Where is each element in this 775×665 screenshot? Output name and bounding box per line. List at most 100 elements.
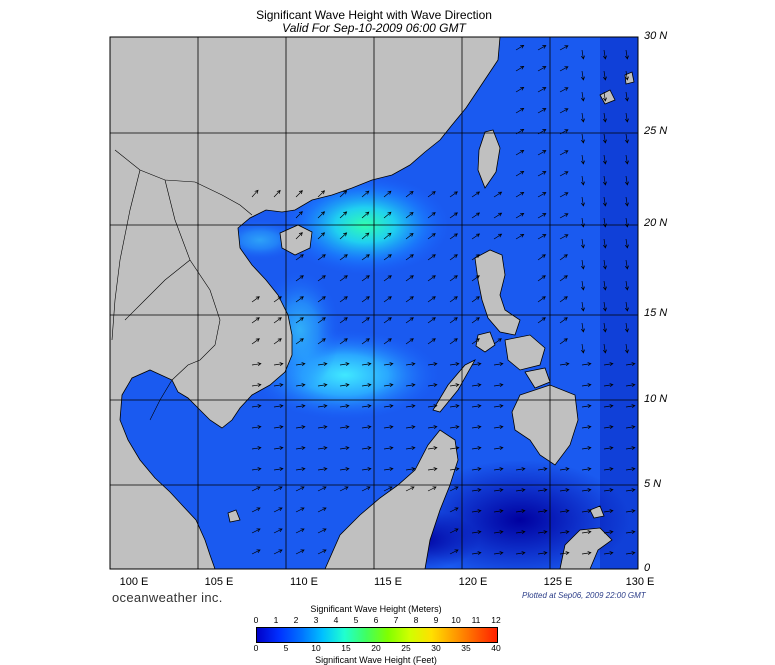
direction-arrow: [295, 254, 304, 261]
feet-tick-label: 0: [253, 643, 259, 653]
direction-arrow: [625, 446, 636, 451]
direction-arrow: [602, 133, 607, 144]
direction-arrow: [471, 296, 480, 303]
direction-arrow: [405, 404, 416, 409]
direction-arrow: [471, 383, 482, 388]
direction-arrow: [339, 317, 348, 324]
direction-arrow: [581, 446, 592, 451]
direction-arrow: [515, 170, 525, 177]
direction-arrow: [559, 296, 568, 303]
direction-arrow: [559, 45, 569, 51]
feet-tick-label: 15: [341, 643, 351, 653]
direction-arrow: [251, 446, 262, 451]
direction-arrow: [273, 446, 284, 451]
direction-arrow: [449, 254, 458, 261]
direction-arrow: [361, 486, 371, 492]
direction-arrow: [559, 87, 569, 93]
direction-arrow: [602, 343, 607, 354]
direction-arrow: [493, 362, 504, 367]
direction-arrow: [361, 425, 372, 430]
direction-arrow: [317, 383, 328, 388]
direction-arrow: [602, 112, 607, 123]
direction-arrow: [273, 404, 284, 409]
direction-arrow: [580, 175, 585, 186]
direction-arrow: [581, 383, 592, 388]
direction-arrow: [493, 212, 503, 219]
direction-arrow: [295, 190, 303, 198]
direction-arrow: [251, 189, 259, 198]
direction-arrow: [273, 528, 283, 534]
direction-arrow: [427, 338, 436, 345]
direction-arrow: [580, 343, 585, 354]
direction-arrow: [383, 296, 392, 303]
direction-arrow: [493, 425, 504, 430]
colorbar: [256, 627, 498, 643]
direction-arrow: [515, 128, 525, 135]
direction-arrow: [471, 233, 481, 240]
lon-label-110e: 110 E: [290, 576, 318, 588]
direction-arrow: [339, 486, 349, 492]
direction-arrow: [515, 107, 525, 114]
mainland-asia: [110, 37, 501, 569]
direction-arrow: [537, 254, 546, 261]
direction-arrow: [339, 211, 348, 219]
direction-arrow: [295, 211, 303, 219]
direction-arrow: [273, 549, 283, 555]
direction-arrow: [361, 362, 372, 367]
direction-arrow: [515, 191, 525, 198]
direction-arrow: [625, 509, 636, 514]
direction-arrow: [339, 362, 350, 367]
direction-arrow: [295, 446, 306, 451]
direction-arrow: [559, 66, 569, 72]
direction-arrow: [317, 425, 328, 430]
direction-arrow: [317, 190, 326, 198]
direction-arrow: [580, 259, 585, 270]
direction-arrow: [559, 362, 570, 367]
direction-arrow: [625, 362, 636, 367]
lon-label-120e: 120 E: [458, 576, 488, 588]
direction-arrow: [339, 404, 350, 409]
palawan-island: [432, 359, 476, 413]
direction-arrow: [625, 425, 636, 430]
direction-arrow: [515, 530, 526, 535]
direction-arrow: [493, 467, 504, 472]
direction-arrow: [580, 217, 585, 228]
direction-arrow: [515, 467, 526, 472]
direction-arrow: [449, 549, 459, 555]
direction-arrow: [581, 467, 592, 472]
direction-arrow: [405, 190, 414, 198]
direction-arrow: [339, 190, 348, 198]
meters-tick-label: 3: [313, 615, 319, 625]
lat-label-15n: 15 N: [644, 307, 668, 319]
direction-arrow: [405, 362, 416, 367]
direction-arrow: [405, 425, 416, 430]
direction-arrow: [295, 275, 304, 282]
direction-arrow: [602, 259, 607, 270]
direction-arrow: [624, 91, 629, 102]
direction-arrow: [295, 317, 304, 324]
direction-arrow: [515, 509, 526, 514]
direction-arrow: [559, 509, 570, 514]
feet-tick-label: 40: [491, 643, 501, 653]
direction-arrow: [603, 362, 614, 367]
direction-arrow: [405, 254, 414, 261]
direction-arrow: [317, 296, 326, 303]
direction-arrow: [251, 317, 260, 324]
direction-arrow: [251, 362, 262, 367]
direction-arrow: [405, 486, 415, 492]
direction-arrow: [624, 70, 629, 81]
direction-arrow: [559, 171, 569, 177]
direction-arrow: [471, 212, 481, 219]
direction-arrow: [624, 112, 629, 123]
direction-arrow: [251, 549, 261, 555]
feet-tick-label: 30: [431, 643, 441, 653]
direction-arrow: [273, 383, 284, 388]
direction-arrow: [361, 254, 370, 261]
direction-arrow: [493, 233, 503, 240]
direction-arrow: [273, 507, 283, 513]
direction-arrow: [537, 213, 547, 219]
direction-arrow: [317, 507, 327, 513]
direction-arrow: [624, 301, 629, 312]
direction-arrow: [405, 317, 414, 324]
direction-arrow: [427, 254, 436, 261]
